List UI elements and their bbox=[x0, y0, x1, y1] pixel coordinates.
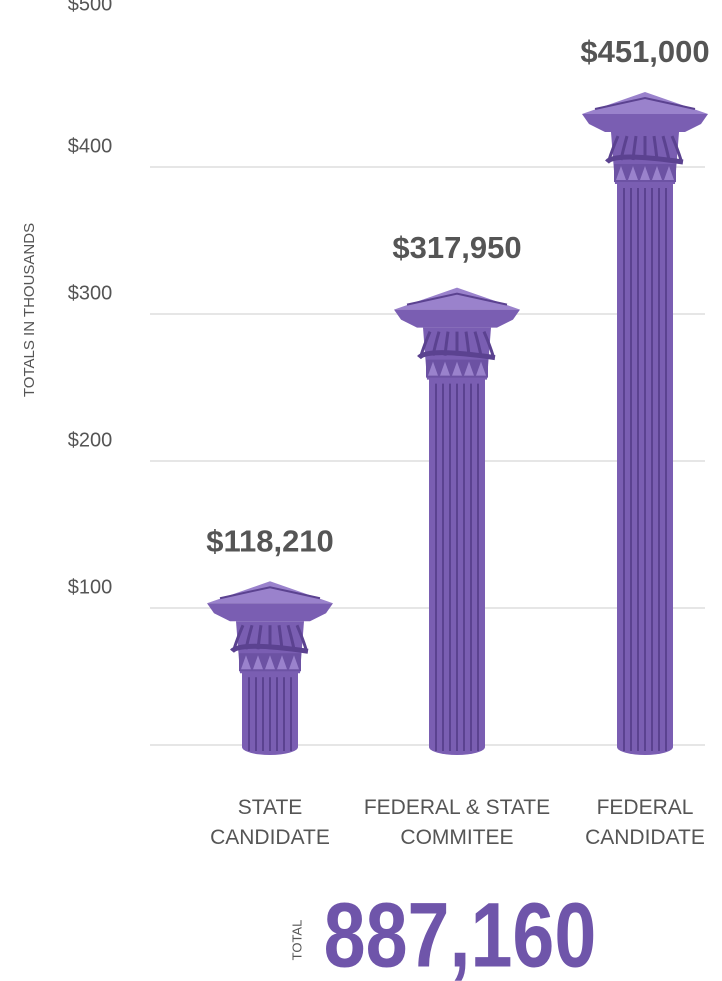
total-value: 887,160 bbox=[324, 883, 597, 981]
value-label: $317,950 bbox=[392, 230, 521, 265]
y-tick-label: $400 bbox=[68, 135, 113, 157]
column bbox=[207, 581, 333, 755]
value-label: $118,210 bbox=[206, 523, 334, 558]
chart: TOTALS IN THOUSANDS TOTAL 887,160 $100 $2… bbox=[0, 0, 722, 981]
value-label: $451,000 bbox=[580, 34, 709, 69]
column-pediment bbox=[582, 92, 708, 114]
y-tick-label: $500 bbox=[68, 0, 113, 15]
column bbox=[582, 92, 708, 755]
y-axis-label: TOTALS IN THOUSANDS bbox=[21, 223, 38, 397]
column-pediment bbox=[207, 581, 333, 603]
y-tick-label: $100 bbox=[68, 576, 113, 598]
y-tick-label: $200 bbox=[68, 429, 113, 451]
column-abacus bbox=[207, 603, 333, 621]
column-abacus bbox=[582, 114, 708, 132]
column-pediment bbox=[394, 288, 520, 310]
column bbox=[394, 288, 520, 755]
total-label: TOTAL bbox=[289, 920, 304, 961]
y-tick-label: $300 bbox=[68, 282, 113, 304]
column-abacus bbox=[394, 310, 520, 328]
